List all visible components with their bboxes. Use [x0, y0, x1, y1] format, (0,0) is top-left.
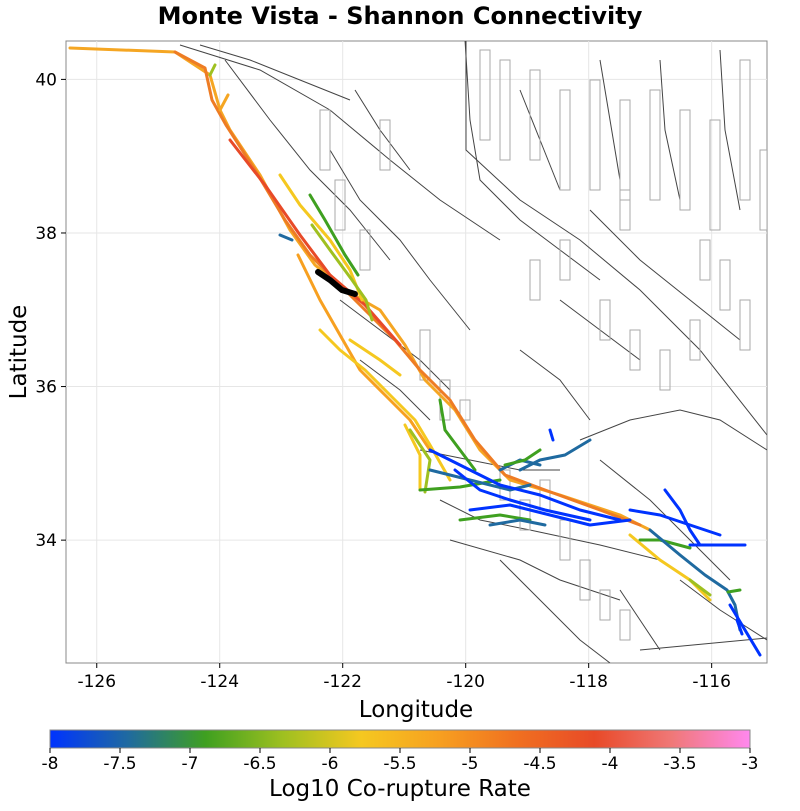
fault-trace [179, 44, 501, 241]
x-tick-label: -126 [77, 672, 116, 692]
plot-area [65, 40, 768, 664]
hatch-strip [319, 109, 391, 271]
colorbar-tick-label: -8 [42, 754, 59, 774]
fault-trace [719, 49, 741, 211]
hatch-strip [529, 189, 631, 301]
y-axis-ticks: 40 38 36 34 [35, 70, 66, 551]
corupture-trace [548, 428, 555, 442]
corupture-trace [663, 488, 702, 547]
corupture-trace [453, 468, 592, 522]
y-tick-label: 38 [35, 224, 57, 244]
x-tick-label: -120 [446, 672, 485, 692]
corupture-trace [408, 428, 432, 494]
fault-trace [599, 459, 731, 581]
hatch-strip [599, 299, 671, 391]
corupture-trace [428, 468, 532, 492]
y-axis-label: Latitude [6, 305, 32, 400]
fault-trace [329, 149, 471, 331]
colorbar-tick-label: -6 [322, 754, 339, 774]
colorbar-tick-label: -5.5 [383, 754, 416, 774]
x-tick-label: -118 [569, 672, 608, 692]
x-axis-ticks: -126 -124 -122 -120 -118 -116 [77, 663, 731, 692]
fault-trace [224, 59, 391, 261]
colorbar-tick-label: -7 [182, 754, 199, 774]
corupture-trace [488, 518, 547, 527]
corupture-trace [628, 508, 722, 537]
corupture-trace [628, 533, 712, 602]
corupture-trace [648, 528, 742, 632]
corupture-trace [458, 513, 532, 522]
colorbar-tick-label: -4.5 [523, 754, 556, 774]
corupture-trace [278, 173, 364, 302]
corupture-trace [308, 193, 360, 277]
y-tick-label: 34 [35, 531, 57, 551]
fault-trace [464, 41, 601, 281]
corupture-trace [310, 223, 374, 322]
colorbar-label: Log10 Co-rupture Rate [269, 776, 531, 802]
fault-trace [679, 579, 767, 641]
corupture-trace [688, 578, 712, 597]
hatch-strip [559, 519, 631, 641]
hatch-strip [649, 59, 767, 231]
hatch-strip [689, 239, 751, 361]
corupture-trace [218, 93, 230, 112]
fault-trace [659, 59, 681, 201]
corupture-trace [318, 328, 452, 482]
corupture-trace [278, 233, 294, 242]
colorbar-tick-label: -4 [602, 754, 619, 774]
corupture-trace [726, 588, 742, 594]
colorbar-tick-label: -3 [742, 754, 759, 774]
corupture-trace [348, 338, 402, 377]
corupture-trace [438, 398, 477, 472]
corupture-trace [728, 603, 762, 657]
corupture-trace [296, 253, 432, 452]
fault-trace [639, 637, 767, 651]
x-tick-label: -122 [323, 672, 362, 692]
colorbar-ticks: -8 -7.5 -7 -6.5 -6 -5.5 -5 -4.5 -4 -3.5 -3 [42, 748, 759, 774]
fault-trace [499, 559, 611, 663]
fault-trace [619, 589, 661, 651]
corupture-trace [403, 423, 422, 492]
corupture-trace [503, 448, 542, 467]
fault-trace [579, 409, 767, 451]
x-axis-label: Longitude [359, 697, 473, 723]
colorbar [49, 729, 751, 749]
map-title: Monte Vista - Shannon Connectivity [157, 2, 643, 30]
corupture-trace [468, 503, 632, 527]
colorbar-tick-label: -3.5 [663, 754, 696, 774]
selected-fault [315, 269, 358, 297]
colorbar-tick-label: -5 [462, 754, 479, 774]
fault-trace [359, 359, 431, 421]
x-tick-label: -124 [200, 672, 239, 692]
corupture-trace [418, 478, 502, 492]
corupture-trace [735, 618, 744, 636]
colorbar-tick-label: -6.5 [243, 754, 276, 774]
fault-trace [199, 44, 351, 101]
corupture-trace [208, 63, 217, 77]
x-tick-label: -116 [692, 672, 731, 692]
hatch-strip [479, 49, 631, 201]
y-tick-label: 36 [35, 378, 57, 398]
y-tick-label: 40 [35, 70, 57, 90]
corupture-trace [518, 438, 592, 472]
corupture-trace [428, 448, 622, 522]
fault-trace [519, 349, 591, 421]
colorbar-tick-label: -7.5 [103, 754, 136, 774]
fault-trace [599, 59, 621, 181]
fault-trace [589, 209, 741, 341]
corupture-faults [68, 46, 762, 657]
